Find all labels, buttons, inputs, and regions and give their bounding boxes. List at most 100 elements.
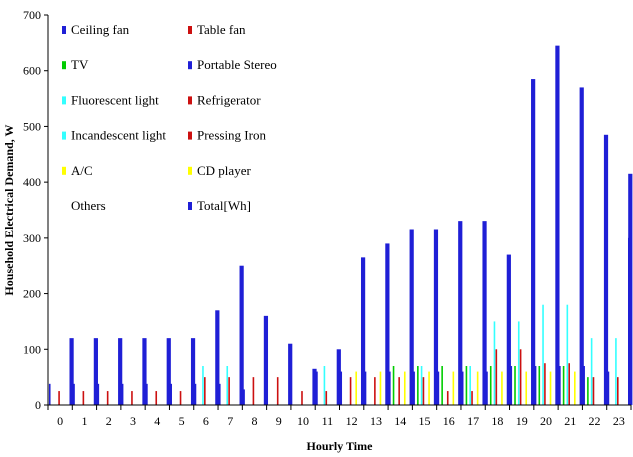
x-tick-label-16: 16 — [443, 414, 455, 428]
legend: Ceiling fan Table fan TV Portable Stereo Flu… — [62, 22, 277, 213]
bar-refrigerator-12 — [349, 377, 352, 405]
bar-fluorescent-light-17 — [469, 366, 471, 405]
legend-swatch-portable-stereo — [188, 61, 192, 70]
bar-total-wh--4 — [166, 338, 171, 405]
legend-label-pressing-iron: Pressing Iron — [197, 128, 266, 143]
bar-refrigerator-8 — [252, 377, 255, 405]
legend-label-tv: TV — [71, 57, 89, 72]
bar-total-wh--8 — [263, 315, 269, 405]
bar-tv-20 — [538, 366, 541, 405]
y-tick-label-400: 400 — [23, 175, 41, 189]
bar-refrigerator-7 — [228, 377, 230, 405]
bar-ceiling-fan-19 — [510, 366, 513, 405]
legend-swatch-refrigerator — [188, 96, 192, 105]
bar-refrigerator-22 — [592, 377, 595, 405]
bar-ceiling-fan-5 — [170, 383, 172, 405]
bar-ceiling-fan-17 — [461, 371, 464, 405]
legend-label-refrigerator: Refrigerator — [197, 92, 261, 107]
y-tick-label-200: 200 — [23, 287, 41, 301]
bar-refrigerator-9 — [276, 377, 279, 405]
x-tick-label-6: 6 — [203, 414, 209, 428]
bar-refrigerator-1 — [82, 391, 85, 405]
bar-a-c-17 — [476, 371, 479, 405]
bar-refrigerator-3 — [131, 391, 133, 405]
legend-swatch-total-wh — [188, 202, 192, 210]
x-tick-label-17: 17 — [467, 414, 479, 428]
bar-refrigerator-14 — [398, 377, 400, 405]
bar-tv-19 — [514, 366, 516, 405]
bar-ceiling-fan-2 — [97, 383, 100, 405]
bar-total-wh--5 — [190, 338, 196, 405]
bar-tv-22 — [587, 377, 589, 405]
legend-swatch-table-fan — [188, 26, 192, 34]
bar-refrigerator-5 — [179, 391, 182, 405]
bar-refrigerator-16 — [446, 391, 449, 405]
bar-tv-16 — [441, 366, 443, 405]
x-tick-label-2: 2 — [106, 414, 112, 428]
bar-total-wh--6 — [215, 310, 220, 405]
bar-ceiling-fan-11 — [316, 371, 318, 405]
legend-swatch-a-c — [62, 166, 66, 175]
bar-total-wh--15 — [433, 229, 439, 405]
bar-refrigerator-19 — [519, 349, 522, 405]
legend-swatch-ceiling-fan — [62, 26, 66, 34]
bar-ceiling-fan-23 — [607, 371, 610, 405]
bar-fluorescent-light-15 — [420, 366, 423, 405]
x-tick-label-14: 14 — [394, 414, 406, 428]
bar-total-wh--9 — [288, 343, 293, 405]
bar-total-wh--10 — [312, 368, 317, 405]
bar-total-wh--0 — [69, 338, 74, 405]
y-tick-label-500: 500 — [23, 119, 41, 133]
bar-ceiling-fan-13 — [364, 371, 367, 405]
legend-swatch-cd-player — [188, 166, 192, 175]
y-axis-title: Household Electrical Demand, W — [2, 124, 16, 295]
bar-fluorescent-light-21 — [566, 304, 569, 405]
x-tick-label-9: 9 — [276, 414, 282, 428]
x-tick-label-20: 20 — [540, 414, 552, 428]
x-tick-label-12: 12 — [346, 414, 358, 428]
legend-label-a-c: A/C — [71, 163, 93, 178]
y-tick-label-300: 300 — [23, 231, 41, 245]
bar-total-wh--22 — [603, 134, 609, 406]
bar-total-wh--18 — [506, 254, 511, 405]
bar-tv-18 — [489, 366, 492, 405]
legend-swatch-tv — [62, 61, 66, 70]
x-tick-label-21: 21 — [564, 414, 576, 428]
bar-fluorescent-light-7 — [226, 366, 229, 405]
bar-refrigerator-21 — [568, 363, 570, 405]
bar-total-wh--21 — [579, 87, 584, 406]
x-tick-label-13: 13 — [370, 414, 382, 428]
bar-ceiling-fan-8 — [243, 389, 245, 405]
bar-a-c-21 — [574, 371, 576, 405]
bar-a-c-18 — [501, 371, 503, 405]
bar-fluorescent-light-23 — [615, 338, 617, 405]
legend-label-incandescent-light: Incandescent light — [71, 128, 166, 143]
legend-label-total-wh: Total[Wh] — [197, 198, 251, 213]
x-tick-label-18: 18 — [491, 414, 503, 428]
x-tick-label-10: 10 — [297, 414, 309, 428]
legend-label-cd-player: CD player — [197, 163, 251, 178]
x-tick-label-15: 15 — [419, 414, 431, 428]
bar-ceiling-fan-16 — [437, 371, 440, 405]
bar-a-c-15 — [428, 371, 430, 405]
bar-refrigerator-0 — [58, 391, 60, 405]
x-tick-label-5: 5 — [179, 414, 185, 428]
bar-total-wh--12 — [360, 257, 366, 405]
y-tick-label-700: 700 — [23, 8, 41, 22]
bar-total-wh--13 — [385, 243, 390, 405]
legend-swatch-fluorescent-light — [62, 96, 66, 105]
legend-swatch-pressing-iron — [188, 131, 192, 140]
bar-refrigerator-17 — [471, 391, 473, 405]
bar-tv-17 — [465, 366, 468, 405]
bar-total-wh--16 — [458, 221, 463, 405]
bar-total-wh--14 — [409, 229, 414, 405]
bar-ceiling-fan-6 — [194, 383, 197, 405]
x-tick-label-22: 22 — [589, 414, 601, 428]
bar-refrigerator-4 — [155, 391, 158, 405]
bar-total-wh--1 — [93, 338, 98, 405]
legend-label-portable-stereo: Portable Stereo — [197, 57, 277, 72]
legend-label-others: Others — [71, 198, 106, 213]
